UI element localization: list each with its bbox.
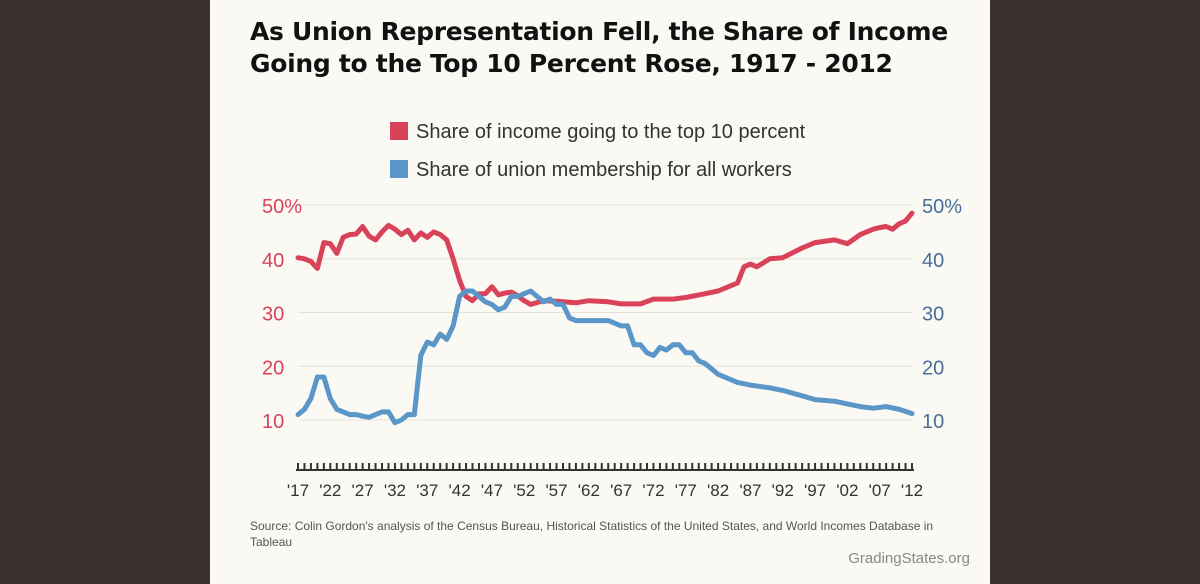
- series-line-union: [295, 288, 915, 426]
- left-tick-label-50: 50%: [262, 196, 302, 218]
- x-tick-label-1992: '92: [772, 481, 794, 500]
- x-tick-label-1972: '72: [642, 481, 664, 500]
- title-line-2: Going to the Top 10 Percent Rose, 1917 -…: [250, 49, 893, 78]
- x-tick-label-1932: '32: [384, 481, 406, 500]
- x-tick-label-1947: '47: [481, 481, 503, 500]
- x-tick-label-1917: '17: [287, 481, 309, 500]
- left-tick-label-40: 40: [262, 250, 284, 272]
- x-tick-label-1942: '42: [449, 481, 471, 500]
- x-tick-label-1957: '57: [545, 481, 567, 500]
- x-tick-label-2012: '12: [901, 481, 923, 500]
- legend-swatch-income: [390, 122, 408, 140]
- line-chart: 50% 40 30 20 10 50% 40 30 20 10 '17 '22 '27 '32 '37 '42…: [262, 196, 962, 500]
- x-tick-label-1952: '52: [513, 481, 535, 500]
- legend-label-income: Share of income going to the top 10 perc…: [416, 121, 806, 143]
- right-tick-label-30: 30: [922, 304, 944, 326]
- x-tick-label-1987: '87: [739, 481, 761, 500]
- source-note: Source: Colin Gordon's analysis of the C…: [250, 519, 934, 549]
- x-tick-label-1967: '67: [610, 481, 632, 500]
- title-line-1: As Union Representation Fell, the Share …: [250, 17, 948, 46]
- series-line-income: [295, 210, 915, 307]
- x-tick-label-2007: '07: [869, 481, 891, 500]
- x-tick-label-1977: '77: [675, 481, 697, 500]
- legend-item-income: Share of income going to the top 10 perc…: [390, 120, 805, 144]
- x-tick-label-1997: '97: [804, 481, 826, 500]
- x-tick-label-1922: '22: [319, 481, 341, 500]
- x-tick-label-1927: '27: [352, 481, 374, 500]
- x-tick-label-1962: '62: [578, 481, 600, 500]
- left-tick-label-10: 10: [262, 411, 284, 433]
- chart-title: As Union Representation Fell, the Share …: [250, 16, 970, 80]
- left-tick-label-20: 20: [262, 357, 284, 379]
- chart-panel: As Union Representation Fell, the Share …: [210, 0, 990, 584]
- credit-label: GradingStates.org: [848, 550, 970, 567]
- left-tick-label-30: 30: [262, 304, 284, 326]
- x-tick-label-1982: '82: [707, 481, 729, 500]
- x-tick-label-1937: '37: [416, 481, 438, 500]
- legend-swatch-union: [390, 160, 408, 178]
- legend-label-union: Share of union membership for all worker…: [416, 159, 792, 181]
- legend-item-union: Share of union membership for all worker…: [390, 158, 792, 182]
- right-tick-label-10: 10: [922, 411, 944, 433]
- right-tick-label-50: 50%: [922, 196, 962, 218]
- x-tick-label-2002: '02: [836, 481, 858, 500]
- right-tick-label-20: 20: [922, 357, 944, 379]
- right-tick-label-40: 40: [922, 250, 944, 272]
